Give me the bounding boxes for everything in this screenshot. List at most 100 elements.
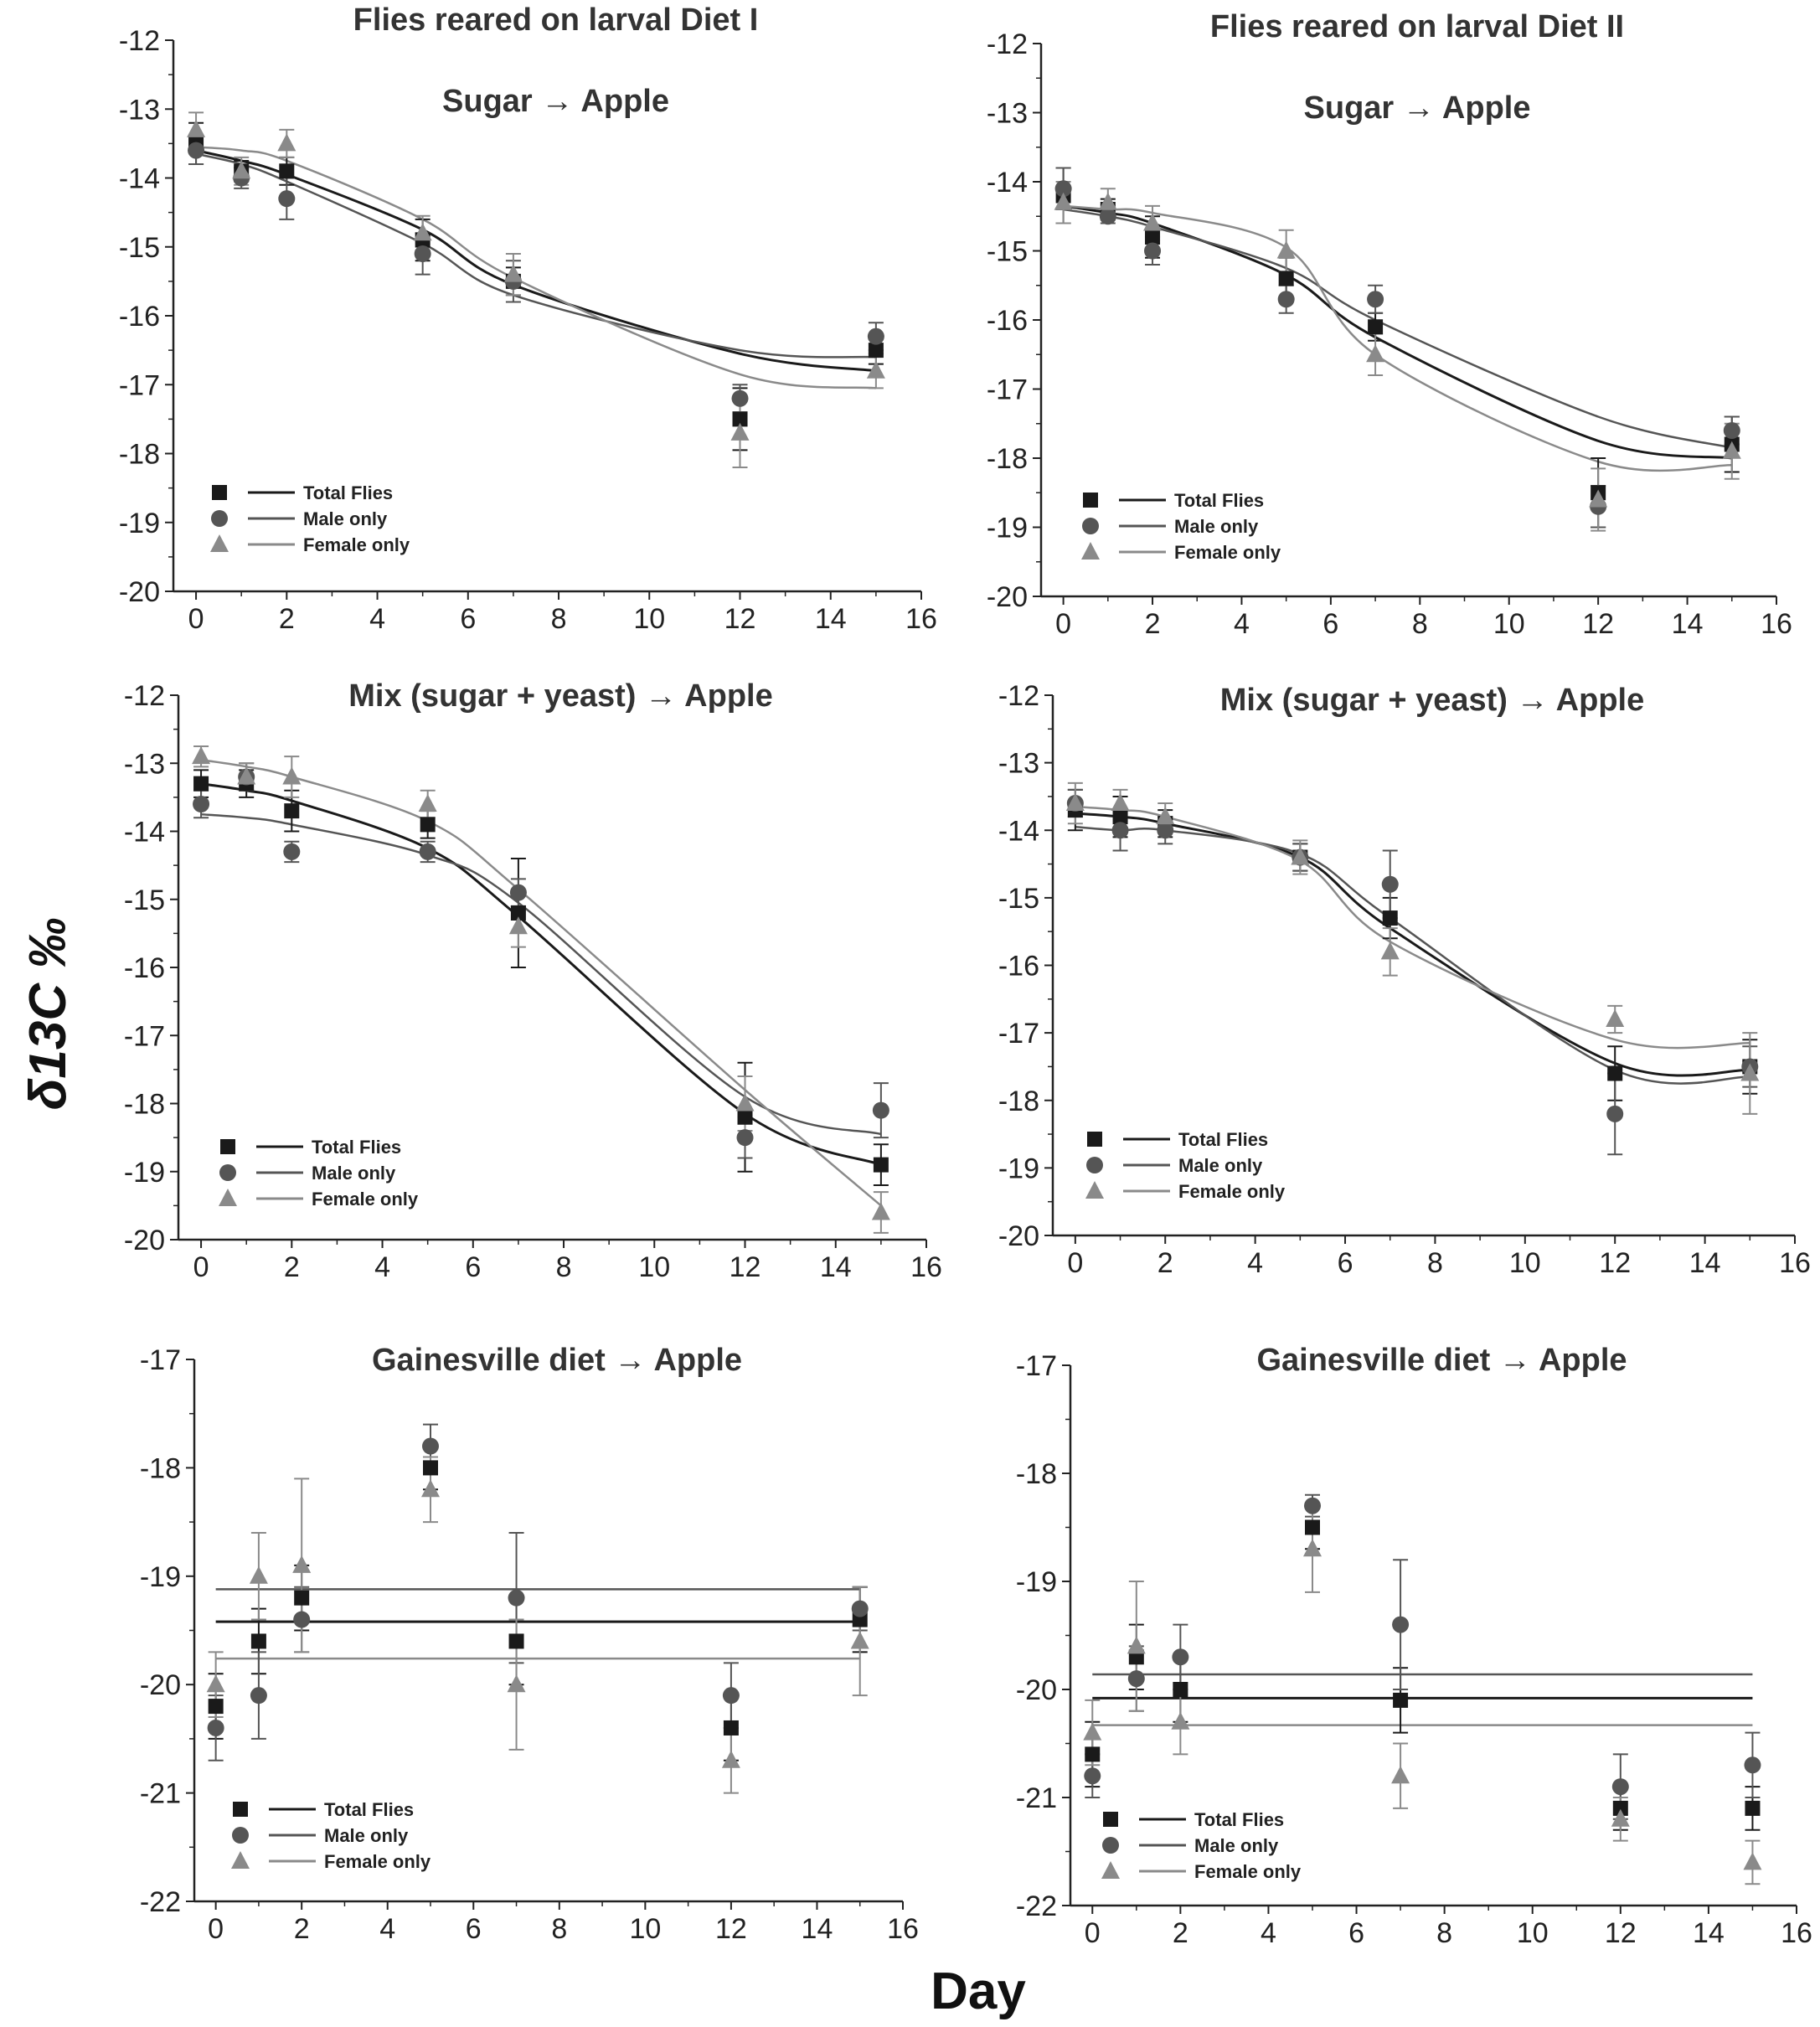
data-point-triangle [735,1093,755,1111]
data-point-triangle [232,161,251,179]
data-point-circle [283,843,301,860]
panel-subtitle: Gainesville diet → Apple [372,1343,742,1378]
y-tick-label: -17 [140,1344,181,1376]
y-tick-label: -19 [140,1561,181,1593]
x-tick-label: 12 [1605,1917,1637,1949]
panels: -12 -13 -14 -15 -16 -17 -18 -19 -20 0 2 4 6 8 10 12 14 16… [119,3,1812,1949]
data-point-triangle [1171,1711,1190,1730]
fit-curve-2 [1063,208,1733,449]
data-point-square [1278,271,1294,286]
legend-marker-circle [211,510,228,527]
y-tick-label: -13 [124,748,165,780]
fit-curve-3 [200,758,882,1207]
x-tick-label: 14 [815,603,847,635]
data-point-triangle [1722,441,1741,459]
fit-curve-1 [1063,204,1732,460]
y-tick-label: -13 [119,94,160,126]
legend-label: Female only [324,1851,431,1872]
data-point-square [1145,230,1161,245]
data-point-circle [851,1600,869,1617]
data-point-triangle [507,1674,526,1693]
data-point-triangle [721,1750,740,1768]
data-point-triangle [1143,213,1163,231]
data-point-triangle [1303,1539,1322,1557]
x-tick-label: 12 [724,603,756,635]
data-point-circle [1277,291,1295,308]
data-point-triangle [1291,847,1310,865]
legend-marker-triangle [1085,1181,1104,1199]
data-point-circle [278,190,296,208]
legend-label: Male only [312,1163,396,1184]
x-tick-label: 12 [1599,1247,1631,1279]
data-point-triangle [1054,192,1073,210]
y-tick-label: -18 [140,1452,181,1484]
x-tick-label: 14 [820,1251,852,1283]
x-tick-label: 4 [369,603,385,635]
y-tick-label: -18 [119,439,160,471]
y-tick-label: -20 [124,1225,165,1256]
data-point-square [737,1109,753,1125]
data-point-triangle [1065,793,1085,811]
data-point-square [193,776,209,792]
data-point-square [868,343,884,358]
data-point-square [250,1633,266,1649]
data-point-triangle [503,264,523,282]
panel-subtitle: Mix (sugar + yeast) → Apple [348,678,772,714]
y-tick-label: -17 [1016,1350,1057,1382]
x-tick-label: 4 [1234,608,1250,640]
x-tick-label: 14 [802,1913,833,1945]
data-point-circle [414,245,431,262]
fit-curve-1 [195,149,877,373]
fit-curve-3 [1075,805,1750,1050]
fit-curve-2 [200,812,882,1136]
panel-5: -17 -18 -19 -20 -21 -22 0 2 4 6 8 10 12 14 16 Gainesvil… [140,1343,919,1945]
data-point-triangle [866,360,885,379]
data-point-triangle [237,766,256,785]
x-tick-label: 16 [887,1913,919,1945]
legend-marker-circle [1086,1157,1103,1173]
data-point-triangle [1156,807,1175,825]
data-point-square [284,803,300,819]
y-tick-label: -17 [119,369,160,401]
data-point-square [732,411,748,427]
x-tick-label: 12 [730,1251,761,1283]
data-point-circle [508,1589,525,1607]
x-tick-label: 4 [1261,1917,1276,1949]
data-point-circle [1367,291,1384,308]
legend-marker-triangle [1101,1861,1120,1879]
x-tick-label: 0 [1055,608,1071,640]
y-tick-label: -16 [124,952,165,984]
x-tick-label: 8 [551,1913,567,1945]
data-point-circle [1304,1497,1321,1514]
data-point-triangle [1098,192,1117,210]
x-tick-label: 10 [638,1251,670,1283]
data-point-circle [736,1129,754,1147]
data-point-triangle [1606,1009,1625,1027]
y-tick-label: -21 [1016,1782,1057,1814]
x-tick-label: 2 [1157,1247,1173,1279]
x-tick-label: 2 [1145,608,1161,640]
y-tick-label: -12 [987,28,1028,60]
data-point-square [279,163,295,179]
x-tick-label: 12 [715,1913,747,1945]
data-point-square [1745,1800,1761,1816]
data-point-square [1382,910,1398,926]
y-tick-label: -20 [140,1669,181,1701]
legend-label: Total Flies [324,1799,414,1820]
data-point-circle [1172,1648,1189,1666]
legend-marker-circle [232,1827,249,1844]
x-tick-label: 0 [1067,1247,1083,1279]
legend-label: Male only [303,508,388,529]
fit-curve-3 [195,146,877,389]
y-tick-label: -15 [119,232,160,264]
y-tick-label: -12 [119,25,160,57]
x-tick-label: 16 [905,603,937,635]
data-point-circle [509,884,527,901]
x-tick-label: 2 [294,1913,310,1945]
x-tick-label: 12 [1582,608,1614,640]
legend-label: Female only [303,534,410,555]
data-point-triangle [1743,1852,1762,1870]
data-point-square [1607,1065,1623,1081]
data-point-triangle [1740,1063,1760,1081]
